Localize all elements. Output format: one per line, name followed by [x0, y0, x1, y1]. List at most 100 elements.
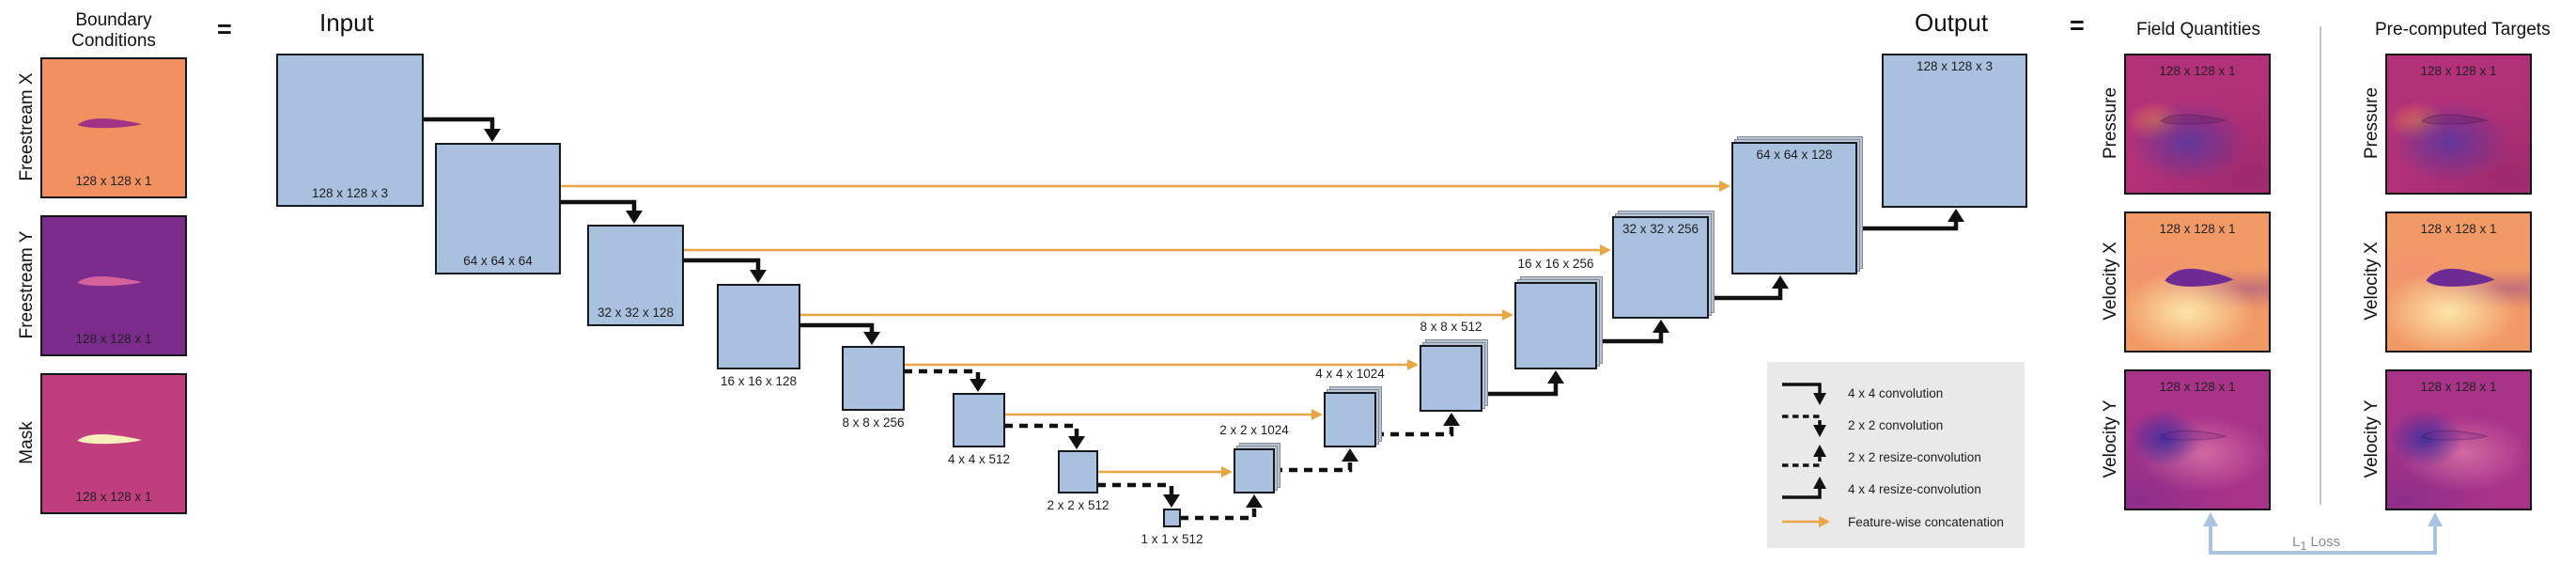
conv-arrow-solid-up — [1596, 332, 1664, 344]
skip-connection-arrowhead — [1502, 309, 1513, 321]
block-dims-label: 64 x 64 x 128 — [1756, 148, 1833, 162]
unet-block-dec-2 — [1234, 448, 1275, 494]
dims-label: 128 x 128 x 1 — [75, 174, 152, 188]
legend-item-label: Feature-wise concatenation — [1848, 514, 2004, 529]
conv-arrow-dashed-up — [1180, 507, 1257, 521]
unet-block-enc-64 — [435, 143, 561, 274]
dashed-down-legend-icon — [1782, 415, 1826, 437]
airfoil-shape — [77, 118, 143, 129]
skip-connection-arrowhead — [1407, 359, 1419, 370]
panel-image-boundary-mask: 128 x 128 x 1 — [40, 373, 187, 514]
conv-arrowhead — [626, 211, 643, 224]
unet-block-enc-32 — [587, 225, 684, 326]
row-label-velocity-y: Velocity Y — [2362, 400, 2382, 478]
unet-block-enc-2 — [1058, 450, 1098, 494]
legend-item-label: 4 x 4 resize-convolution — [1848, 481, 1981, 496]
column-divider — [2320, 26, 2321, 505]
unet-block-output — [1882, 54, 2027, 208]
skip-connection-arrowhead — [1311, 409, 1323, 420]
row-label-velocity-x: Velocity X — [2362, 242, 2382, 321]
conv-arrow-solid-up — [1856, 221, 1959, 231]
airfoil-shape — [2421, 114, 2489, 125]
conv-arrow-solid-up — [1482, 383, 1559, 397]
conv-arrowhead — [1163, 494, 1180, 508]
panel-image-boundary-freestream-x: 128 x 128 x 1 — [40, 57, 187, 198]
dims-label: 128 x 128 x 1 — [2420, 222, 2497, 236]
row-label-mask: Mask — [17, 421, 37, 464]
dims-label: 128 x 128 x 1 — [2420, 64, 2497, 78]
block-dims-label: 4 x 4 x 1024 — [1315, 367, 1385, 381]
legend-item-label: 4 x 4 convolution — [1848, 385, 1944, 400]
legend-item-label: 2 x 2 convolution — [1848, 417, 1944, 432]
conv-arrowhead — [1948, 209, 1964, 222]
legend-item-orange-right: Feature-wise concatenation — [1780, 506, 2004, 538]
conv-arrow-dashed-up — [1375, 425, 1454, 437]
l1-loss-suffix: Loss — [2306, 534, 2341, 550]
conv-arrowhead — [1547, 370, 1564, 384]
conv-arrow-solid-up — [1708, 288, 1783, 301]
conv-arrow-solid-down — [560, 199, 637, 212]
block-dims-label: 32 x 32 x 128 — [597, 306, 675, 320]
conv-arrowhead — [1653, 320, 1669, 333]
unet-block-dec-32 — [1612, 216, 1709, 319]
block-dims-label: 16 x 16 x 256 — [1517, 257, 1594, 271]
panel-image-fields-velx: 128 x 128 x 1 — [2124, 212, 2271, 352]
dims-label: 128 x 128 x 1 — [2420, 380, 2497, 394]
l1-loss-bracket — [2209, 525, 2437, 555]
block-dims-label: 1 x 1 x 512 — [1141, 532, 1203, 546]
airfoil-shape — [2160, 430, 2227, 441]
panel-image-targets-vely: 128 x 128 x 1 — [2385, 369, 2532, 510]
solid-up-legend-icon — [1782, 477, 1826, 499]
unet-block-dec-16 — [1514, 282, 1597, 369]
block-dims-label: 64 x 64 x 64 — [463, 254, 533, 268]
block-dims-label: 16 x 16 x 128 — [720, 374, 798, 388]
panel-image-targets-pressure: 128 x 128 x 1 — [2385, 54, 2532, 195]
row-label-velocity-x: Velocity X — [2101, 242, 2120, 321]
solid-down-legend-icon — [1782, 383, 1826, 405]
dims-label: 128 x 128 x 1 — [2159, 64, 2236, 78]
l1-loss-arrowhead — [2203, 512, 2218, 526]
conv-arrowhead — [750, 270, 767, 283]
boundary-conditions-title: Boundary Conditions — [39, 10, 189, 52]
skip-connection-arrowhead — [1600, 244, 1611, 256]
row-label-freestream-x: Freestream X — [17, 72, 37, 181]
airfoil-shape — [2165, 269, 2233, 288]
block-dims-label: 128 x 128 x 3 — [1916, 59, 1994, 73]
skip-connection-arrowhead — [1719, 180, 1730, 192]
equals-right: = — [2070, 11, 2085, 39]
conv-arrowhead — [1443, 413, 1460, 426]
unet-block-input — [276, 54, 424, 207]
l1-loss-prefix: L — [2292, 534, 2301, 550]
block-dims-label: 128 x 128 x 3 — [311, 186, 389, 200]
conv-arrowhead — [1246, 494, 1263, 508]
dashed-up-legend-icon — [1782, 445, 1826, 467]
legend-item-solid-down: 4 x 4 convolution — [1780, 377, 1943, 409]
row-label-velocity-y: Velocity Y — [2101, 400, 2120, 478]
airfoil-shape — [77, 434, 143, 445]
legend-item-label: 2 x 2 resize-convolution — [1848, 449, 1981, 464]
block-dims-label: 8 x 8 x 512 — [1420, 320, 1482, 334]
conv-arrow-dashed-down — [1097, 482, 1174, 495]
block-dims-label: 4 x 4 x 512 — [947, 452, 1011, 466]
legend-box: 4 x 4 convolution 2 x 2 convolution 2 x 2 … — [1767, 362, 2025, 548]
conv-arrowhead — [1342, 448, 1358, 462]
dims-label: 128 x 128 x 1 — [75, 490, 152, 504]
panel-image-targets-velx: 128 x 128 x 1 — [2385, 212, 2532, 352]
legend-item-dashed-up: 2 x 2 resize-convolution — [1780, 441, 1981, 473]
row-label-pressure: Pressure — [2101, 86, 2120, 160]
input-title: Input — [319, 8, 374, 37]
block-dims-label: 2 x 2 x 512 — [1047, 498, 1110, 512]
l1-loss-arrowhead — [2428, 512, 2443, 526]
conv-arrowhead — [863, 332, 880, 345]
conv-arrowhead — [1772, 275, 1789, 289]
l1-loss-label: L1 Loss — [2292, 534, 2340, 553]
conv-arrow-dashed-down — [904, 368, 981, 380]
block-dims-label: 2 x 2 x 1024 — [1219, 423, 1289, 437]
boundary-title-line2: Conditions — [71, 31, 156, 51]
orange-right-legend-icon — [1782, 516, 1830, 527]
l1-loss-sub: 1 — [2300, 540, 2307, 553]
block-dims-label: 8 x 8 x 256 — [842, 415, 905, 430]
skip-connection-arrowhead — [1221, 466, 1233, 478]
